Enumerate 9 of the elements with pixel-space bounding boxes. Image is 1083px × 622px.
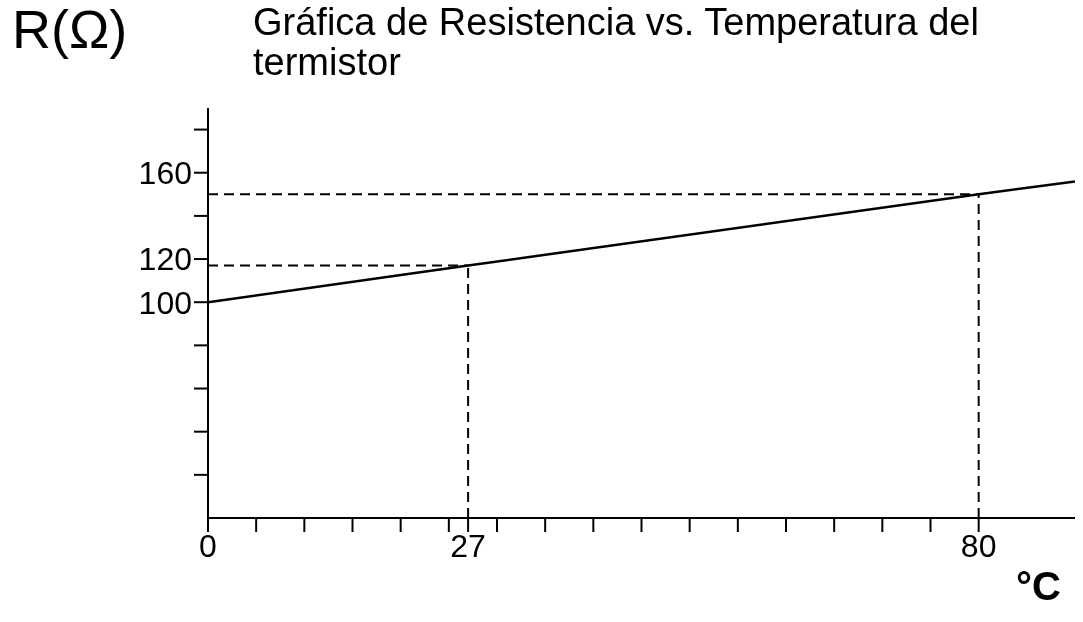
x-tick-label: 27 (450, 527, 486, 564)
y-tick-label: 120 (138, 241, 192, 278)
y-axis-title: R(Ω) (12, 0, 128, 60)
x-tick-label: 80 (960, 527, 997, 564)
x-tick-label: 0 (199, 527, 217, 564)
chart-title: Gráfica de Resistencia vs. Temperatura del termistor (253, 1, 980, 83)
y-tick-label: 160 (138, 155, 192, 192)
x-axis-title: °C (1016, 564, 1061, 609)
y-tick-label: 100 (138, 284, 192, 321)
